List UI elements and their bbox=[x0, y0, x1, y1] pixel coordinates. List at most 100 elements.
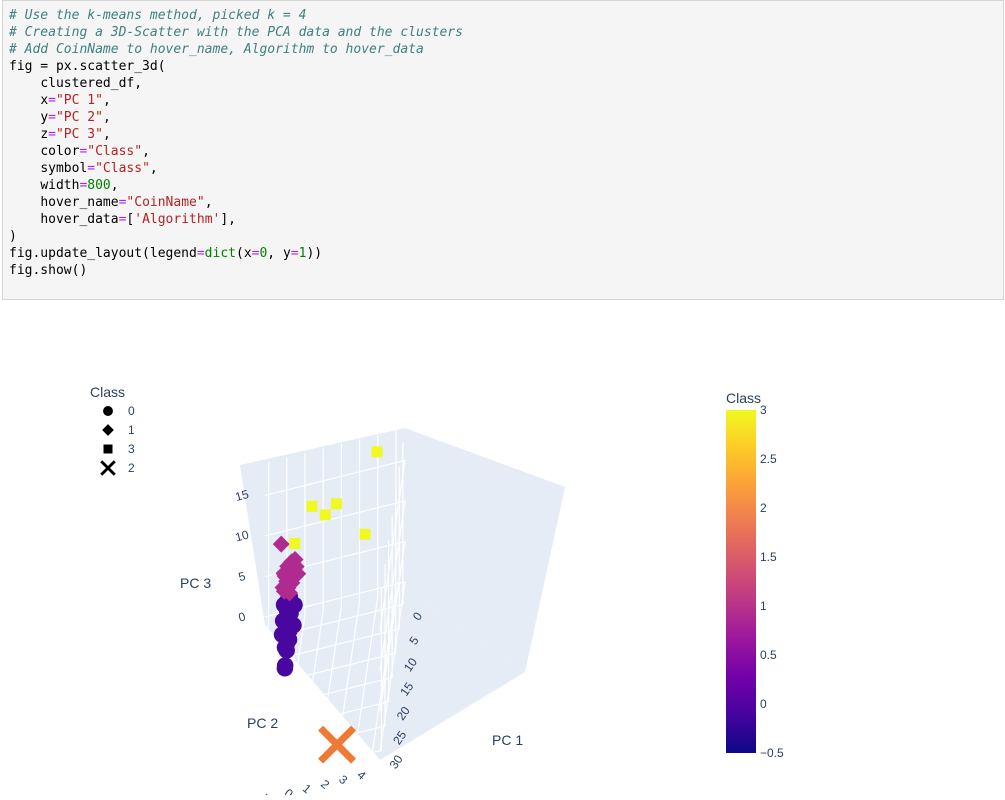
colorbar-tick-label: 1 bbox=[760, 599, 767, 613]
z-tick-label: 5 bbox=[237, 569, 247, 584]
y-gridline bbox=[352, 596, 379, 767]
data-point-class-3 bbox=[319, 509, 331, 521]
code-token: hover_name bbox=[40, 195, 119, 210]
code-string: "PC 2" bbox=[55, 110, 103, 125]
data-point-class-3 bbox=[289, 538, 301, 550]
y-gridline bbox=[279, 614, 306, 786]
colorbar-tick-label: 2.5 bbox=[760, 452, 777, 466]
data-point-class-0 bbox=[276, 659, 294, 677]
y-tick-label: 0 bbox=[282, 786, 296, 795]
data-point-class-1 bbox=[286, 551, 304, 568]
legend-x-icon bbox=[100, 460, 116, 476]
y-tick-label: 4 bbox=[354, 768, 368, 783]
z-axis-title: PC 3 bbox=[180, 575, 211, 591]
code-cell[interactable]: # Use the k-means method, picked k = 4 #… bbox=[2, 0, 1004, 300]
data-point-class-3 bbox=[359, 528, 371, 540]
colorbar-tick-label: 1.5 bbox=[760, 550, 777, 564]
code-token: width bbox=[40, 178, 80, 193]
data-point-class-0 bbox=[285, 616, 302, 634]
data-point-class-1 bbox=[289, 565, 307, 583]
data-marks bbox=[272, 446, 383, 764]
y-gridline bbox=[297, 610, 324, 781]
code-number: 800 bbox=[87, 178, 111, 193]
data-point-class-1 bbox=[277, 568, 295, 586]
legend-item-3[interactable]: 3 bbox=[103, 442, 136, 456]
code-token: hover_data bbox=[40, 212, 119, 227]
y-tick-label: −1 bbox=[261, 788, 281, 795]
code-token: z bbox=[40, 127, 49, 142]
y-axis-title: PC 2 bbox=[247, 715, 278, 731]
colorbar-tick-label: 0 bbox=[760, 697, 767, 711]
code-builtin: dict bbox=[204, 246, 236, 261]
colorbar: Class 3 2.5 2 1.5 1 0.5 0 −0.5 bbox=[726, 390, 784, 760]
data-point-class-2 bbox=[318, 725, 357, 764]
colorbar-tick-label: 0.5 bbox=[760, 648, 777, 662]
legend-label: 3 bbox=[128, 442, 135, 456]
colorbar-tick-label: 3 bbox=[760, 403, 767, 417]
code-string: "PC 1" bbox=[55, 93, 103, 108]
code-token: y bbox=[40, 110, 49, 125]
y-gridline bbox=[315, 605, 342, 776]
legend-circle-icon bbox=[103, 406, 113, 416]
legend-item-2[interactable]: 2 bbox=[100, 460, 135, 476]
code-token: x bbox=[40, 93, 49, 108]
x-gridline bbox=[248, 701, 389, 738]
z-gridline bbox=[264, 459, 406, 496]
y-tick-label: 2 bbox=[318, 777, 332, 792]
legend-item-0[interactable]: 0 bbox=[103, 404, 135, 418]
code-token: x bbox=[243, 246, 252, 261]
colorbar-title: Class bbox=[726, 390, 761, 406]
colorbar-tick-label: −0.5 bbox=[760, 746, 784, 760]
code-line: clustered_df, bbox=[40, 76, 143, 91]
legend-square-icon bbox=[103, 444, 113, 454]
code-number: 1 bbox=[298, 246, 307, 261]
z-tick-label: 0 bbox=[237, 609, 247, 624]
code-token: ) bbox=[9, 229, 17, 244]
data-point-class-0 bbox=[275, 596, 293, 614]
y-gridline bbox=[243, 624, 270, 795]
legend-label: 1 bbox=[128, 423, 135, 437]
data-point-class-0 bbox=[278, 642, 295, 659]
x-gridline bbox=[251, 676, 393, 714]
code-token: fig.update_layout(legend bbox=[9, 246, 197, 261]
legend-item-1[interactable]: 1 bbox=[102, 423, 135, 437]
legend-label: 0 bbox=[128, 404, 135, 418]
code-token: fig.show() bbox=[9, 263, 88, 278]
x-tick-label: 30 bbox=[387, 752, 406, 771]
x-axis-title: PC 1 bbox=[492, 732, 523, 748]
y-tick-label: 1 bbox=[300, 781, 314, 795]
right-wall-pane bbox=[405, 428, 565, 672]
code-token: symbol bbox=[40, 161, 88, 176]
code-number: 0 bbox=[259, 246, 268, 261]
code-line: fig = px.scatter_3d( bbox=[9, 59, 166, 74]
code-comment: # Use the k-means method, picked k = 4 bbox=[9, 8, 307, 23]
code-comment: # Add CoinName to hover_name, Algorithm … bbox=[9, 42, 424, 57]
code-comment: # Creating a 3D-Scatter with the PCA dat… bbox=[9, 25, 463, 40]
code-token: y bbox=[282, 246, 291, 261]
data-point-class-3 bbox=[306, 500, 318, 512]
code-string: "PC 3" bbox=[55, 127, 103, 142]
x-gridline bbox=[244, 725, 386, 762]
floor-pane bbox=[265, 590, 525, 760]
data-point-class-3 bbox=[330, 498, 342, 510]
legend-diamond-icon bbox=[102, 424, 114, 436]
code-editor[interactable]: # Use the k-means method, picked k = 4 #… bbox=[9, 8, 463, 278]
code-token: color bbox=[40, 144, 80, 159]
data-point-class-0 bbox=[273, 626, 291, 643]
x-gridline bbox=[255, 652, 396, 689]
legend-title: Class bbox=[90, 384, 125, 400]
y-tick-label: 3 bbox=[336, 772, 350, 787]
code-string: 'Algorithm' bbox=[134, 212, 221, 227]
code-string: "Class" bbox=[95, 161, 150, 176]
colorbar-tick-label: 2 bbox=[760, 501, 767, 515]
data-point-class-1 bbox=[281, 584, 298, 602]
z-gridline bbox=[264, 500, 406, 537]
code-string: "Class" bbox=[87, 144, 143, 159]
code-string: "CoinName" bbox=[126, 195, 205, 210]
y-gridline bbox=[370, 592, 397, 763]
colorbar-gradient bbox=[726, 410, 756, 753]
legend[interactable]: Class 0 1 3 2 bbox=[90, 384, 136, 476]
